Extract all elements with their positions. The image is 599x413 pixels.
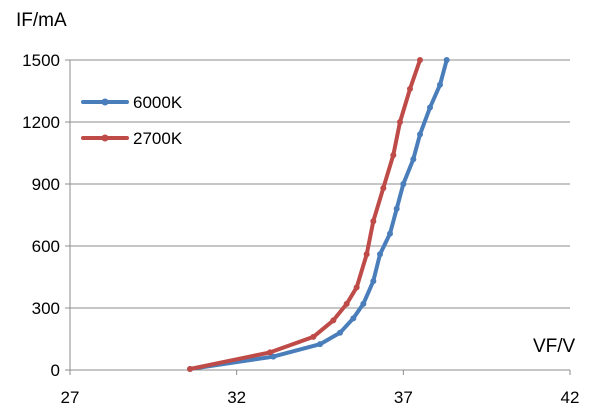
legend-entry-6000K: 6000K bbox=[81, 93, 183, 112]
y-tick-label: 1200 bbox=[22, 113, 60, 132]
data-point bbox=[380, 185, 387, 192]
y-tick-label: 0 bbox=[51, 361, 60, 380]
data-point bbox=[360, 300, 367, 307]
series-line-6000K bbox=[188, 58, 449, 371]
data-point bbox=[390, 152, 397, 159]
data-point bbox=[387, 230, 393, 237]
data-point bbox=[310, 333, 317, 340]
x-tick-label: 32 bbox=[227, 388, 246, 407]
x-tick-label: 42 bbox=[561, 388, 580, 407]
data-point bbox=[377, 251, 383, 258]
legend: 6000K 2700K bbox=[81, 93, 183, 148]
y-tick-label: 1500 bbox=[22, 51, 60, 70]
data-point bbox=[363, 251, 370, 258]
data-point bbox=[353, 284, 360, 291]
y-axis-title: IF/mA bbox=[16, 10, 67, 31]
data-point bbox=[350, 315, 357, 322]
y-tick-label: 600 bbox=[32, 237, 60, 256]
y-tick-label: 900 bbox=[32, 175, 60, 194]
tick-labels: 0 300 600 900 1200 1500 27 32 37 42 bbox=[22, 51, 579, 407]
x-axis-title: VF/V bbox=[533, 336, 576, 357]
data-point bbox=[370, 218, 377, 225]
data-point bbox=[267, 349, 273, 356]
series-2700K bbox=[187, 57, 423, 372]
series-line-2700K bbox=[188, 58, 422, 371]
series-6000K bbox=[187, 57, 450, 372]
data-point bbox=[370, 278, 377, 285]
data-point bbox=[393, 205, 400, 212]
axes bbox=[65, 59, 571, 375]
data-point bbox=[187, 365, 193, 372]
data-point bbox=[343, 300, 350, 307]
gridlines bbox=[70, 59, 570, 309]
x-tick-label: 27 bbox=[61, 388, 80, 407]
data-point bbox=[270, 353, 277, 360]
data-point bbox=[317, 341, 323, 348]
legend-swatch-marker bbox=[101, 98, 109, 106]
data-point bbox=[407, 85, 413, 92]
series-group bbox=[187, 57, 450, 372]
data-point bbox=[337, 329, 343, 336]
data-point bbox=[330, 317, 337, 324]
data-point bbox=[427, 104, 433, 111]
legend-label: 2700K bbox=[133, 129, 183, 148]
legend-entry-2700K: 2700K bbox=[81, 129, 183, 148]
data-point bbox=[417, 131, 423, 138]
legend-label: 6000K bbox=[133, 93, 183, 112]
data-point bbox=[397, 119, 403, 125]
data-point bbox=[443, 57, 450, 63]
data-point bbox=[417, 57, 423, 63]
x-tick-label: 37 bbox=[394, 388, 413, 407]
legend-swatch-marker bbox=[101, 134, 109, 142]
data-point bbox=[437, 81, 443, 88]
y-tick-label: 300 bbox=[32, 299, 60, 318]
data-point bbox=[400, 181, 407, 187]
data-point bbox=[410, 156, 417, 163]
